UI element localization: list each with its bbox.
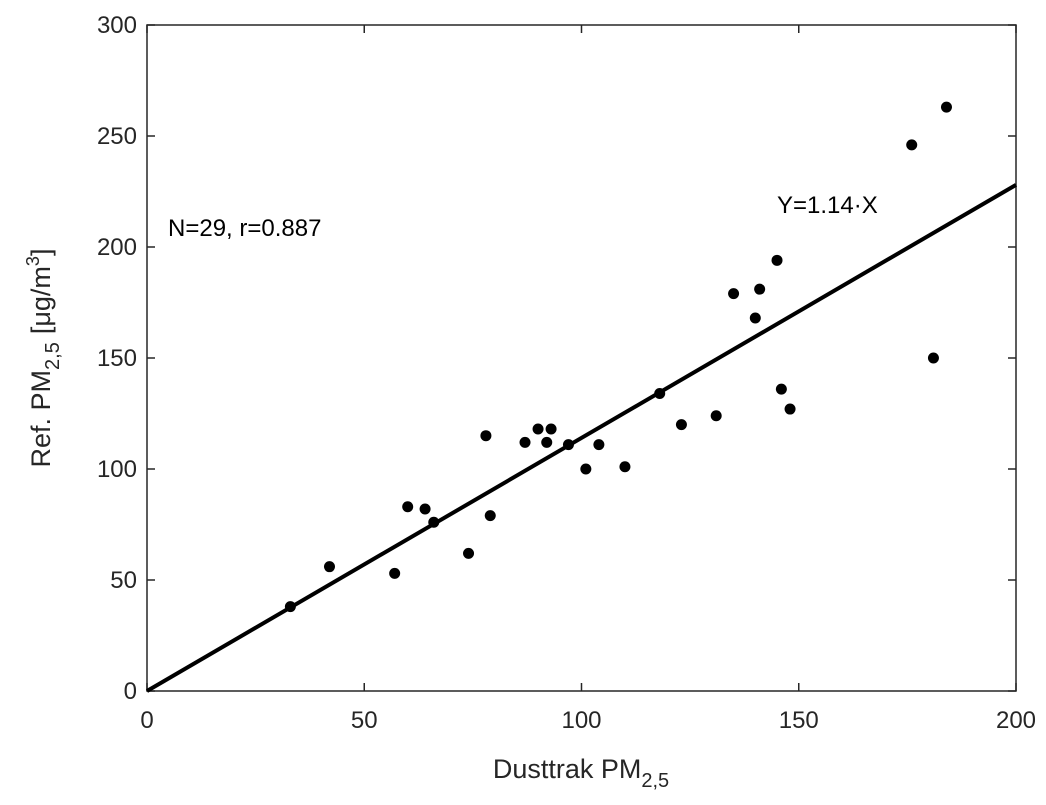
data-point: [580, 463, 592, 475]
x-tick-label: 200: [996, 707, 1036, 734]
y-axis-title: Ref. PM2,5 [μg/m3]: [23, 249, 64, 468]
axes: [146, 24, 1017, 692]
fit-line-layer: [145, 183, 1018, 693]
data-point: [480, 430, 492, 442]
y-tick-label: 200: [97, 234, 137, 261]
data-point: [940, 101, 952, 113]
data-point: [562, 439, 574, 451]
x-tick-label: 100: [561, 707, 601, 734]
y-axis-title-subscript: 2,5: [42, 342, 64, 370]
data-point: [519, 436, 531, 448]
y-tick-label: 300: [97, 12, 137, 39]
y-tick-label: 100: [97, 456, 137, 483]
y-axis-title-close: ]: [26, 249, 56, 257]
plot-area-frame: [146, 24, 1017, 692]
ticks: 0 50 100 150 200 0 50 100 150 200 250 300: [97, 12, 1036, 734]
data-points: [284, 101, 952, 613]
data-point: [284, 601, 296, 613]
x-axis-title-main: Dusttrak PM: [493, 754, 642, 784]
y-tick-label: 150: [97, 345, 137, 372]
y-tick-label: 50: [110, 567, 137, 594]
data-point: [784, 403, 796, 415]
data-point: [484, 510, 496, 522]
data-point: [428, 516, 440, 528]
data-point: [532, 423, 544, 435]
x-axis-title: Dusttrak PM2,5: [493, 754, 669, 792]
data-point: [545, 423, 557, 435]
equation-annotation: Y=1.14·X: [777, 192, 878, 219]
data-point: [728, 288, 740, 300]
data-point: [754, 283, 766, 295]
y-axis-title-superscript: 3: [23, 256, 43, 266]
data-point: [775, 383, 787, 395]
x-tick-label: 50: [351, 707, 378, 734]
data-point: [541, 436, 553, 448]
data-point: [323, 561, 335, 573]
data-point: [619, 461, 631, 473]
data-point: [771, 254, 783, 266]
y-tick-label: 0: [124, 678, 137, 705]
data-point: [710, 410, 722, 422]
data-point: [906, 139, 918, 151]
x-axis-title-subscript: 2,5: [641, 770, 669, 792]
data-point: [463, 547, 475, 559]
y-tick-label: 250: [97, 123, 137, 150]
fit-line: [145, 183, 1018, 693]
stats-annotation: N=29, r=0.887: [168, 215, 321, 242]
data-point: [593, 439, 605, 451]
y-axis-title-units: [μg/m: [26, 266, 56, 334]
data-point: [675, 419, 687, 431]
data-point: [927, 352, 939, 364]
data-point: [749, 312, 761, 324]
data-point: [389, 567, 401, 579]
y-axis-title-main: Ref. PM: [26, 370, 56, 468]
x-tick-label: 150: [779, 707, 819, 734]
x-tick-label: 0: [140, 707, 153, 734]
data-point: [419, 503, 431, 515]
data-point: [654, 388, 666, 400]
data-point: [402, 501, 414, 513]
